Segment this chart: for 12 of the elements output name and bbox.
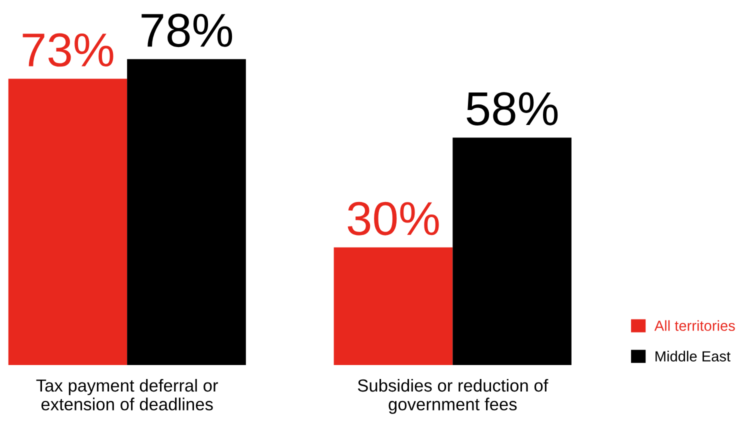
legend-label: Middle East <box>656 350 730 362</box>
data-label: 58% <box>466 92 558 126</box>
bar <box>127 59 246 366</box>
data-label: 73% <box>22 33 114 67</box>
bar <box>8 78 128 366</box>
bar <box>452 138 572 366</box>
data-label: 30% <box>348 202 439 236</box>
bar <box>334 247 453 366</box>
x-tick-label: Tax payment deferral or extension of deadlines <box>36 378 218 410</box>
x-tick-label: Subsidies or reduction of government fees <box>358 378 548 414</box>
legend-label: All territories <box>654 320 735 331</box>
data-label: 78% <box>142 14 232 48</box>
